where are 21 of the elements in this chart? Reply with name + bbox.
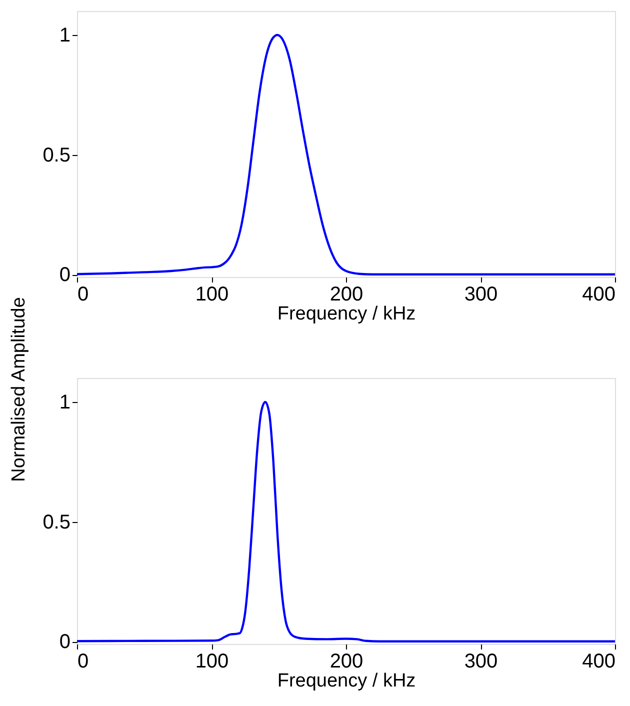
y-tick-label: 0 bbox=[59, 631, 70, 654]
x-axis-title: Frequency / kHz bbox=[277, 304, 416, 324]
x-tick-label: 300 bbox=[464, 650, 498, 672]
y-tick-label: 0.5 bbox=[42, 511, 70, 534]
line-series bbox=[77, 34, 615, 276]
y-tick-label: 1 bbox=[59, 24, 70, 46]
x-axis-title: Frequency / kHz bbox=[277, 670, 416, 692]
x-tick-label: 400 bbox=[582, 650, 616, 672]
x-tick-label: 300 bbox=[464, 284, 498, 306]
x-tick-label: 100 bbox=[195, 284, 229, 306]
line-series bbox=[77, 400, 615, 642]
x-tick-label: 100 bbox=[195, 650, 229, 672]
y-tick-label: 0.5 bbox=[42, 144, 70, 166]
x-tick-label: 0 bbox=[78, 284, 89, 306]
x-tick-label: 200 bbox=[330, 284, 364, 306]
x-tick-label: 0 bbox=[78, 650, 89, 672]
y-tick-label: 1 bbox=[59, 391, 70, 414]
y-tick-label: 0 bbox=[59, 264, 70, 286]
x-tick-label: 400 bbox=[582, 284, 616, 306]
x-tick-label: 200 bbox=[330, 650, 364, 672]
y-axis-title: Normalised Amplitude bbox=[8, 297, 30, 482]
